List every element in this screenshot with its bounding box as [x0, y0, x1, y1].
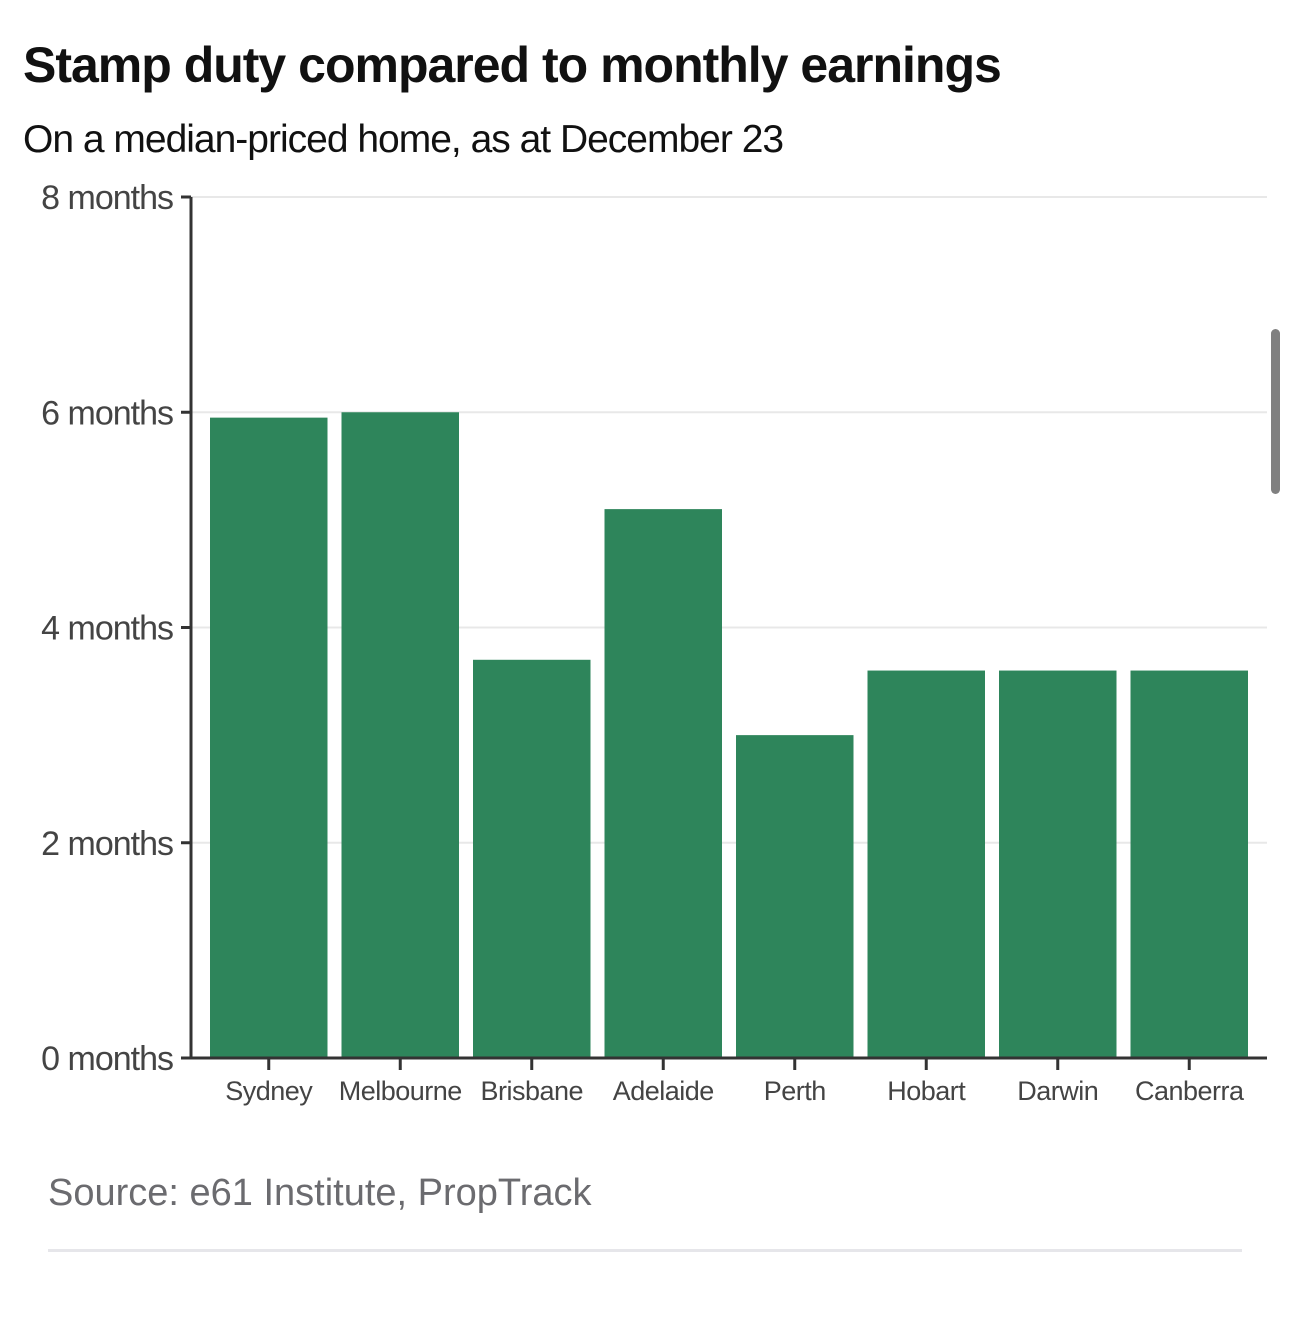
chart-subtitle: On a median-priced home, as at December …	[23, 118, 784, 161]
bar-hobart	[867, 670, 985, 1058]
y-tick-label: 8 months	[41, 179, 173, 217]
bar-perth	[736, 735, 854, 1058]
y-tick-label: 6 months	[41, 394, 173, 432]
bar-canberra	[1130, 670, 1248, 1058]
scrollbar[interactable]	[1271, 329, 1280, 494]
x-tick-label: Sydney	[225, 1076, 313, 1106]
bar-melbourne	[341, 412, 459, 1058]
x-tick-label: Perth	[764, 1076, 826, 1106]
x-axis: Sydney Melbourne Brisbane Adelaide Perth Hoba…	[189, 1056, 1267, 1106]
y-tick-label: 2 months	[41, 825, 173, 863]
divider	[48, 1249, 1242, 1252]
chart-title: Stamp duty compared to monthly earnings	[23, 37, 1002, 93]
bar-adelaide	[604, 509, 722, 1058]
bar-chart: 0 months 2 months 4 months 6 months 8 months…	[41, 179, 1267, 1106]
bars	[210, 412, 1248, 1059]
x-tick-label: Hobart	[887, 1076, 966, 1106]
y-axis: 0 months 2 months 4 months 6 months 8 months	[41, 179, 193, 1078]
bar-brisbane	[473, 659, 591, 1058]
x-tick-label: Brisbane	[480, 1076, 583, 1106]
y-tick-label: 0 months	[41, 1040, 173, 1078]
x-tick-label: Canberra	[1135, 1076, 1245, 1106]
source-note: Source: e61 Institute, PropTrack	[48, 1172, 592, 1214]
bar-darwin	[999, 670, 1117, 1058]
y-tick-label: 4 months	[41, 610, 173, 648]
bar-sydney	[210, 417, 328, 1059]
x-tick-label: Darwin	[1017, 1076, 1098, 1106]
x-tick-label: Adelaide	[613, 1076, 714, 1106]
x-tick-label: Melbourne	[339, 1076, 462, 1106]
